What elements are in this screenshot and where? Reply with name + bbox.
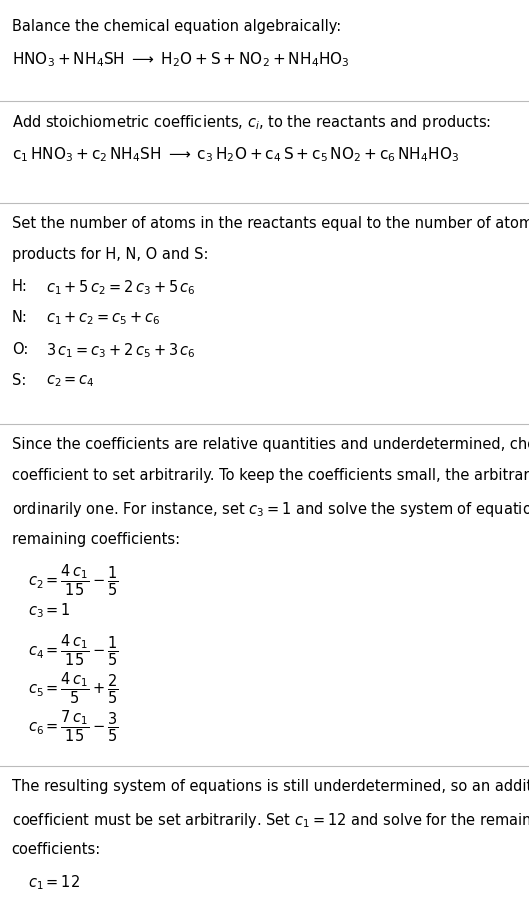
Text: $c_1 = 12$: $c_1 = 12$: [28, 873, 80, 892]
Text: Set the number of atoms in the reactants equal to the number of atoms in the: Set the number of atoms in the reactants…: [12, 216, 529, 230]
Text: Since the coefficients are relative quantities and underdetermined, choose a: Since the coefficients are relative quan…: [12, 437, 529, 452]
Text: $c_2 = \dfrac{4\,c_1}{15} - \dfrac{1}{5}$: $c_2 = \dfrac{4\,c_1}{15} - \dfrac{1}{5}…: [28, 564, 118, 598]
Text: ordinarily one. For instance, set $c_3 = 1$ and solve the system of equations fo: ordinarily one. For instance, set $c_3 =…: [12, 500, 529, 519]
Text: $\mathrm{HNO_3 + NH_4SH \;\longrightarrow\; H_2O + S + NO_2 + NH_4HO_3}$: $\mathrm{HNO_3 + NH_4SH \;\longrightarro…: [12, 51, 350, 69]
Text: coefficient must be set arbitrarily. Set $c_1 = 12$ and solve for the remaining: coefficient must be set arbitrarily. Set…: [12, 811, 529, 830]
Text: $c_4 = \dfrac{4\,c_1}{15} - \dfrac{1}{5}$: $c_4 = \dfrac{4\,c_1}{15} - \dfrac{1}{5}…: [28, 632, 118, 668]
Text: The resulting system of equations is still underdetermined, so an additional: The resulting system of equations is sti…: [12, 779, 529, 794]
Text: coefficient to set arbitrarily. To keep the coefficients small, the arbitrary va: coefficient to set arbitrarily. To keep …: [12, 468, 529, 484]
Text: $3\,c_1 = c_3 + 2\,c_5 + 3\,c_6$: $3\,c_1 = c_3 + 2\,c_5 + 3\,c_6$: [46, 342, 196, 361]
Text: products for H, N, O and S:: products for H, N, O and S:: [12, 247, 208, 262]
Text: $c_2 = c_4$: $c_2 = c_4$: [46, 373, 95, 389]
Text: N:: N:: [12, 310, 28, 325]
Text: Add stoichiometric coefficients, $c_i$, to the reactants and products:: Add stoichiometric coefficients, $c_i$, …: [12, 113, 491, 132]
Text: $c_1 + 5\,c_2 = 2\,c_3 + 5\,c_6$: $c_1 + 5\,c_2 = 2\,c_3 + 5\,c_6$: [46, 279, 196, 297]
Text: remaining coefficients:: remaining coefficients:: [12, 532, 180, 546]
Text: $c_6 = \dfrac{7\,c_1}{15} - \dfrac{3}{5}$: $c_6 = \dfrac{7\,c_1}{15} - \dfrac{3}{5}…: [28, 708, 118, 744]
Text: $c_3 = 1$: $c_3 = 1$: [28, 602, 70, 620]
Text: S:: S:: [12, 373, 26, 389]
Text: $c_1 + c_2 = c_5 + c_6$: $c_1 + c_2 = c_5 + c_6$: [46, 310, 161, 327]
Text: Balance the chemical equation algebraically:: Balance the chemical equation algebraica…: [12, 19, 341, 34]
Text: O:: O:: [12, 342, 28, 357]
Text: $c_5 = \dfrac{4\,c_1}{5} + \dfrac{2}{5}$: $c_5 = \dfrac{4\,c_1}{5} + \dfrac{2}{5}$: [28, 670, 118, 706]
Text: coefficients:: coefficients:: [12, 842, 101, 857]
Text: H:: H:: [12, 279, 28, 294]
Text: $\mathrm{c_1\,HNO_3 + c_2\,NH_4SH \;\longrightarrow\; c_3\,H_2O + c_4\,S + c_5\,: $\mathrm{c_1\,HNO_3 + c_2\,NH_4SH \;\lon…: [12, 145, 459, 164]
